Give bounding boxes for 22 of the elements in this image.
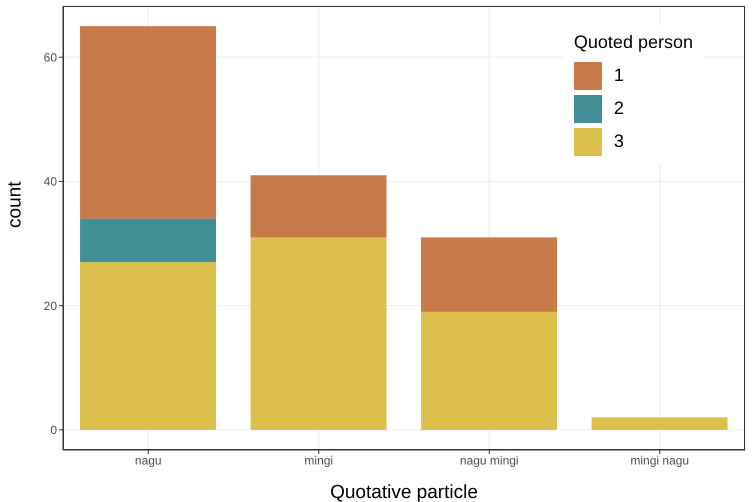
x-tick-label: nagu (134, 454, 162, 468)
legend-label: 3 (614, 131, 624, 152)
bar (592, 417, 728, 430)
bar (250, 237, 387, 430)
x-tick-label: mingi nagu (630, 454, 690, 468)
y-tick-label: 60 (44, 50, 58, 64)
y-axis-title: count (4, 180, 26, 228)
y-tick-label: 20 (44, 298, 58, 313)
legend-title: Quoted person (574, 32, 693, 53)
y-tick-label: 40 (44, 174, 58, 189)
x-tick-label: nagu mingi (460, 454, 519, 468)
bar (80, 26, 216, 219)
bar (250, 175, 387, 238)
y-tick-label: 0 (50, 423, 58, 438)
legend-label: 1 (614, 65, 624, 86)
x-axis-title: Quotative particle (330, 482, 478, 502)
bar (421, 237, 558, 312)
x-tick-label: mingi (304, 454, 334, 468)
bar (421, 312, 558, 430)
bar (80, 262, 216, 430)
bar (80, 218, 216, 262)
legend-label: 2 (614, 98, 624, 119)
